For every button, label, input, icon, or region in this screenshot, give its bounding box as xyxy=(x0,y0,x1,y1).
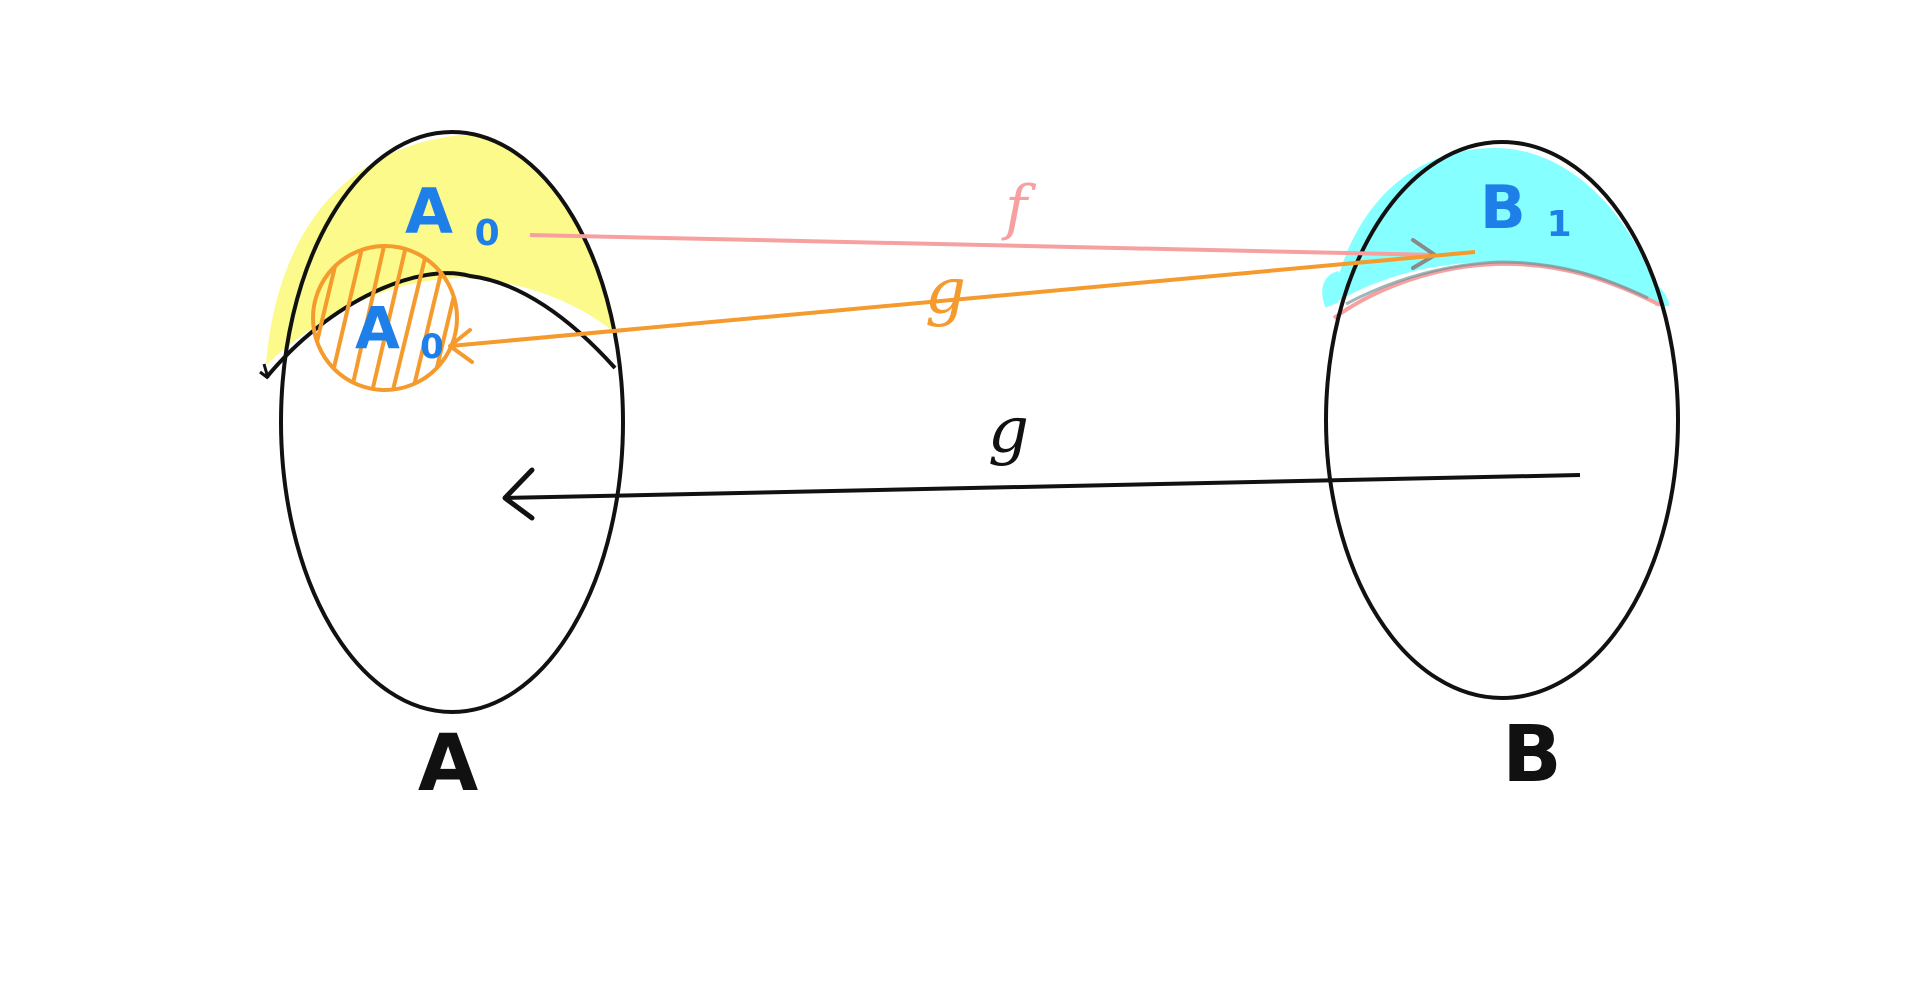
map-g-subset: g xyxy=(448,250,1476,364)
set-a: A 0 A 0 A xyxy=(259,130,625,809)
orange-hatched-subset-a0 xyxy=(311,244,459,392)
set-b: B 1 B xyxy=(1322,140,1680,800)
ellipse-b xyxy=(1324,140,1680,700)
label-set-a: A xyxy=(418,719,478,809)
cyan-region-b1-rim-left xyxy=(1322,271,1343,308)
map-g-subset-arrowhead xyxy=(448,328,474,364)
label-a0-inner-main: A xyxy=(355,294,400,362)
grey-boundary-curve-b1 xyxy=(1345,260,1649,306)
label-map-g-subset: g xyxy=(925,255,966,329)
label-b1-main: B xyxy=(1480,173,1526,243)
map-g-subset-arrow-line xyxy=(449,250,1476,348)
map-g-main-arrow-line xyxy=(504,473,1581,500)
label-set-b: B xyxy=(1502,710,1561,800)
map-g-main: g xyxy=(502,394,1581,521)
map-g-main-arrowhead xyxy=(502,467,535,521)
label-map-f: f xyxy=(1001,173,1037,243)
label-b1-subscript: 1 xyxy=(1547,204,1572,245)
ellipse-a xyxy=(279,130,625,714)
label-a0: A 0 xyxy=(405,175,500,254)
label-a0-inner: A 0 xyxy=(355,294,444,367)
label-a0-subscript: 0 xyxy=(475,213,500,254)
label-map-g-main: g xyxy=(988,394,1029,468)
label-a0-main: A xyxy=(405,175,453,248)
label-b1: B 1 xyxy=(1480,173,1572,245)
map-f-arrow-line xyxy=(529,233,1436,257)
label-a0-inner-subscript: 0 xyxy=(420,327,444,367)
inner-boundary-curve-a xyxy=(264,271,617,380)
map-f: f xyxy=(529,173,1437,270)
small-mark-left-a xyxy=(259,363,270,380)
yellow-region-a0 xyxy=(266,135,618,365)
